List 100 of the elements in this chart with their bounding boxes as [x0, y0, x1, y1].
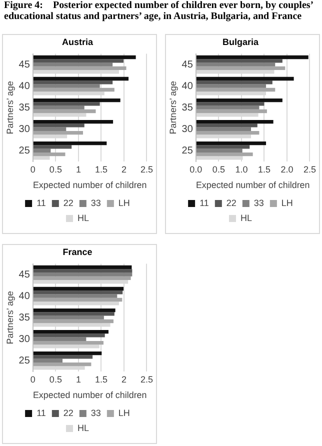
bar — [33, 294, 118, 298]
bar — [196, 66, 286, 70]
chart-title: Austria — [62, 36, 94, 47]
legend-label: 33 — [90, 198, 101, 208]
x-tick-label: 0 — [30, 374, 36, 384]
x-tick-label: 0.5 — [49, 374, 62, 384]
legend-label: 33 — [254, 198, 264, 208]
bar — [33, 62, 113, 66]
bar — [33, 290, 123, 294]
bar — [196, 130, 260, 135]
bar — [33, 286, 124, 291]
x-tick-label: 1.5 — [258, 164, 270, 174]
bar — [33, 106, 84, 110]
bar — [196, 106, 260, 110]
y-tick-label: 30 — [18, 334, 30, 345]
bar — [33, 355, 93, 359]
chart-title: Bulgaria — [222, 36, 260, 47]
y-axis-title: Partners’ age — [168, 81, 178, 134]
bar — [33, 316, 104, 320]
bar — [196, 152, 253, 156]
bar — [33, 102, 100, 106]
bar — [33, 55, 136, 60]
legend-label: 22 — [226, 198, 236, 208]
y-tick-label: 25 — [18, 355, 30, 366]
bar — [33, 362, 92, 366]
y-tick-label: 35 — [182, 102, 194, 114]
bar — [196, 102, 264, 106]
x-tick-label: 0.5 — [49, 164, 62, 174]
y-tick-label: 40 — [182, 80, 194, 92]
legend-label: LH — [118, 408, 130, 418]
bar — [33, 337, 86, 341]
bar — [196, 62, 276, 66]
y-axis-title: Partners’ age — [4, 81, 15, 134]
x-tick-label: 1.5 — [94, 374, 108, 384]
legend-label: 22 — [63, 408, 74, 418]
y-tick-label: 35 — [18, 102, 30, 114]
bar — [33, 351, 102, 356]
x-axis-title: Expected number of children — [32, 390, 147, 400]
bar — [33, 298, 122, 302]
bar — [33, 272, 132, 276]
y-tick-label: 25 — [18, 145, 30, 156]
y-tick-label: 45 — [182, 59, 194, 70]
bar — [33, 130, 84, 135]
bar — [196, 148, 242, 152]
bar — [33, 88, 114, 92]
bar — [196, 124, 258, 128]
x-tick-label: 1.0 — [235, 164, 248, 174]
y-tick-label: 45 — [18, 269, 30, 280]
x-axis-title: Expected number of children — [196, 180, 310, 190]
y-tick-label: 35 — [18, 312, 30, 324]
bar — [33, 76, 129, 81]
bar — [33, 312, 114, 316]
bar — [196, 109, 267, 114]
legend-label: 11 — [36, 408, 46, 418]
x-tick-label: 1 — [76, 164, 81, 174]
bar — [33, 84, 100, 88]
bar — [33, 98, 120, 102]
x-tick-label: 1 — [76, 374, 81, 384]
bar — [196, 141, 266, 146]
x-tick-label: 0.5 — [212, 164, 225, 174]
y-axis-title: Partners’ age — [4, 291, 15, 344]
y-tick-label: 45 — [18, 59, 30, 70]
bar — [196, 59, 282, 63]
y-tick-label: 30 — [18, 124, 30, 135]
x-tick-label: 2.5 — [140, 374, 153, 384]
x-tick-label: 2.5 — [140, 164, 153, 174]
y-tick-label: 30 — [182, 124, 194, 135]
legend-label: 11 — [36, 198, 46, 208]
bar — [33, 152, 66, 156]
y-tick-label: 25 — [182, 145, 194, 156]
bar — [196, 145, 250, 149]
bar — [33, 109, 96, 114]
x-tick-label: 2 — [121, 374, 126, 384]
bar — [33, 156, 50, 160]
bar — [33, 358, 63, 362]
legend-label: LH — [118, 198, 130, 208]
bar — [196, 120, 274, 124]
bar — [33, 319, 114, 324]
bar — [196, 88, 276, 92]
legend-label: LH — [281, 198, 293, 208]
legend-label: HL — [78, 422, 90, 433]
legend-label: 22 — [63, 198, 74, 208]
bar — [33, 340, 104, 345]
bar — [33, 330, 108, 334]
x-tick-label: 0 — [30, 164, 36, 174]
bar — [33, 141, 107, 146]
bar — [33, 145, 72, 149]
bar — [33, 66, 126, 70]
y-tick-label: 40 — [18, 80, 30, 92]
bar — [33, 124, 84, 128]
bar — [33, 127, 66, 131]
bar — [33, 269, 132, 273]
bar — [33, 148, 51, 152]
bar — [196, 55, 308, 60]
chart-title: France — [62, 246, 92, 257]
bar — [196, 127, 252, 131]
bar — [196, 80, 272, 84]
legend-label: HL — [240, 212, 252, 223]
legend-label: 11 — [200, 198, 209, 208]
bar — [33, 276, 131, 280]
